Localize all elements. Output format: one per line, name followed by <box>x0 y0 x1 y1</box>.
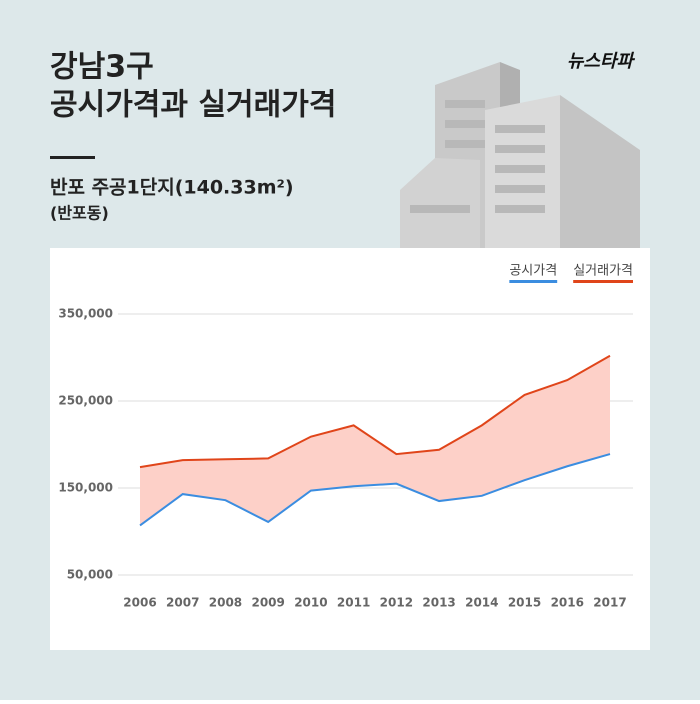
x-tick-label: 2017 <box>593 596 626 610</box>
x-tick-label: 2012 <box>380 596 413 610</box>
y-tick-label: 350,000 <box>58 307 113 321</box>
legend-swatch <box>573 280 633 283</box>
title-line: 공시가격과 실거래가격 <box>50 88 336 123</box>
x-tick-label: 2010 <box>294 596 327 610</box>
x-tick-label: 2011 <box>337 596 370 610</box>
legend-label: 공시가격 <box>509 264 557 279</box>
y-tick-label: 50,000 <box>67 568 113 582</box>
x-tick-label: 2016 <box>551 596 584 610</box>
series-line <box>139 354 611 469</box>
legend-label: 실거래가격 <box>573 264 633 279</box>
x-tick-label: 2013 <box>422 596 455 610</box>
x-tick-label: 2007 <box>166 596 199 610</box>
y-tick-label: 150,000 <box>58 481 113 495</box>
subtitle: 반포 주공1단지(140.33m²) <box>50 177 294 199</box>
location: (반포동) <box>50 204 109 223</box>
plot: 50,000 150,000 250,000 350,000 2006 2007 2008 2… <box>58 264 633 610</box>
buildings <box>400 62 640 250</box>
divider <box>50 156 95 159</box>
legend-swatch <box>509 280 558 283</box>
y-tick-label: 250,000 <box>58 394 113 408</box>
x-tick-label: 2014 <box>465 596 498 610</box>
logo: 뉴스타파 <box>567 51 636 72</box>
title-line: 강남3구 <box>50 50 154 85</box>
x-tick-label: 2009 <box>251 596 284 610</box>
x-tick-label: 2006 <box>123 596 156 610</box>
x-tick-label: 2015 <box>508 596 541 610</box>
x-tick-label: 2008 <box>209 596 242 610</box>
series-line <box>139 453 611 527</box>
